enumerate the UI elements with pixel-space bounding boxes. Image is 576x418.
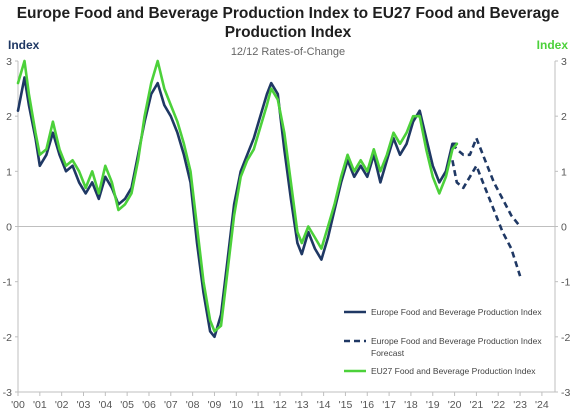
x-tick-label: '22 [491, 399, 505, 411]
y-tick-label-left: 3 [6, 56, 12, 68]
y-tick-label-left: 2 [6, 111, 12, 123]
x-tick-label: '11 [252, 399, 265, 411]
y-tick-label-right: -1 [561, 277, 570, 289]
chart-title-line-2: Production Index [224, 24, 352, 41]
legend-label: Europe Food and Beverage Production Inde… [371, 336, 542, 358]
x-tick-label: '21 [470, 399, 484, 411]
x-tick-label: '09 [208, 399, 222, 411]
chart-subtitle: 12/12 Rates-of-Change [230, 46, 346, 58]
y-tick-label-right: -2 [561, 332, 570, 344]
europe-series-line [16, 76, 459, 339]
x-tick-label: '02 [55, 399, 69, 411]
x-tick-label: '13 [295, 399, 309, 411]
y-tick-label-right: 1 [561, 166, 567, 178]
y-tick-label-right: -3 [561, 387, 570, 399]
x-tick-label: '03 [77, 399, 91, 411]
y-tick-label-left: -3 [3, 387, 12, 399]
y-axis-label-right: Index [536, 38, 568, 52]
x-tick-label: '05 [120, 399, 134, 411]
y-tick-label-right: 2 [561, 111, 567, 123]
x-tick-label: '15 [339, 399, 353, 411]
forecast-series-line [451, 160, 522, 277]
x-tick-label: '08 [186, 399, 200, 411]
chart-title: Europe Food and Beverage Production Inde… [0, 4, 576, 42]
eu27-series-line [16, 59, 459, 333]
x-tick-label: '17 [382, 399, 396, 411]
y-tick-label-right: 0 [561, 222, 567, 234]
legend-label: Europe Food and Beverage Production Inde… [371, 307, 542, 317]
x-tick-label: '24 [535, 399, 549, 411]
x-tick-label: '00 [11, 399, 25, 411]
x-tick-label: '19 [426, 399, 440, 411]
y-tick-label-left: 0 [6, 222, 12, 234]
x-tick-label: '12 [273, 399, 287, 411]
y-axis-label-left: Index [8, 38, 40, 52]
y-tick-label-left: -1 [3, 277, 12, 289]
x-tick-label: '18 [404, 399, 418, 411]
x-tick-label: '14 [317, 399, 331, 411]
x-tick-label: '01 [33, 399, 47, 411]
x-tick-label: '07 [164, 399, 178, 411]
chart-title-line-1: Europe Food and Beverage Production Inde… [16, 5, 560, 22]
x-tick-label: '23 [513, 399, 527, 411]
x-tick-label: '06 [142, 399, 156, 411]
x-tick-label: '16 [360, 399, 374, 411]
forecast-series-line [451, 136, 522, 228]
legend-label: EU27 Food and Beverage Production Index [371, 366, 536, 376]
y-tick-label-right: 3 [561, 56, 567, 68]
x-tick-label: '20 [448, 399, 462, 411]
y-tick-label-left: 1 [6, 166, 12, 178]
y-tick-label-left: -2 [3, 332, 12, 344]
x-tick-label: '10 [229, 399, 243, 411]
x-tick-label: '04 [98, 399, 112, 411]
